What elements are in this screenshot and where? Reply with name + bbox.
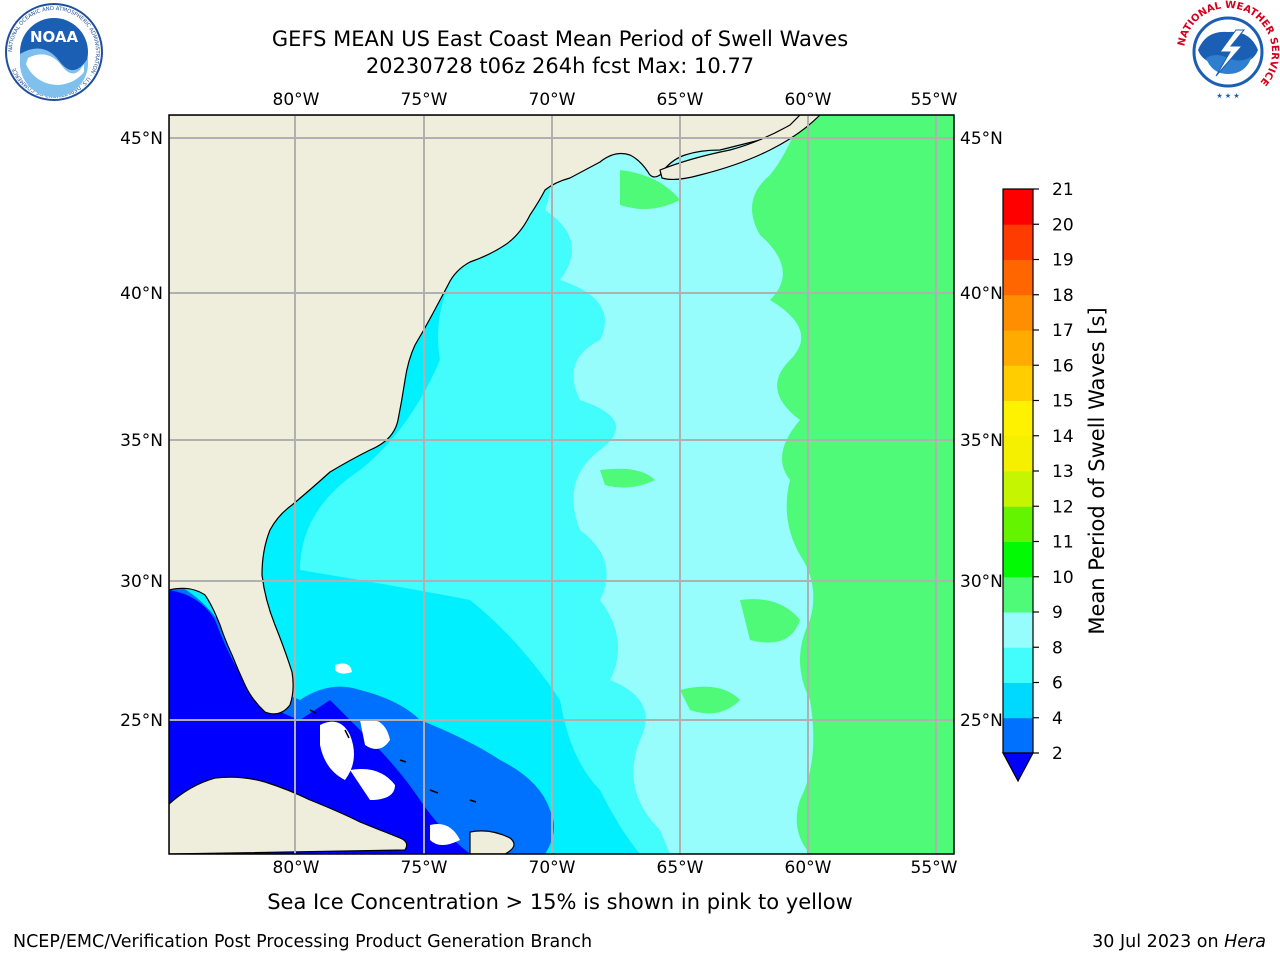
lat-label-left: 35°N [120,431,163,451]
map-title: GEFS MEAN US East Coast Mean Period of S… [271,27,849,51]
footer-date-text: 30 Jul 2023 on [1092,932,1225,952]
colorbar-tick-label: 12 [1052,497,1074,517]
land-north-america [169,115,801,715]
colorbar-swatch [1003,435,1033,472]
colorbar-tick-label: 10 [1052,568,1074,588]
colorbar-tick-label: 15 [1052,392,1074,412]
colorbar-tick-label: 9 [1052,603,1063,623]
land-bahamas [309,709,477,803]
colorbar-swatches [1003,189,1033,754]
no-data-area [320,663,460,845]
colorbar-label: Mean Period of Swell Waves [s] [1085,307,1109,635]
land-hispaniola [469,830,515,854]
lon-label-bottom: 60°W [785,858,832,878]
colorbar-tick-label: 18 [1052,286,1074,306]
lon-label-bottom: 80°W [273,858,320,878]
colorbar-swatch [1003,294,1033,331]
colorbar-swatch [1003,259,1033,296]
footer-date: 30 Jul 2023 on Hera [1092,932,1266,952]
land-cuba [169,776,408,854]
colorbar-swatch [1003,612,1033,648]
colorbar-swatch [1003,541,1033,578]
noaa-logo: NATIONAL OCEANIC AND ATMOSPHERIC ADMINIS… [5,3,103,101]
lat-label-right: 30°N [960,572,1003,592]
colorbar-tick-label: 20 [1052,215,1074,235]
lat-label-right: 45°N [960,129,1003,149]
colorbar-tick-label: 16 [1052,356,1074,376]
lat-label-left: 25°N [120,711,163,731]
map-subtitle: 20230728 t06z 264h fcst Max: 10.77 [365,54,755,78]
colorbar-tick-label: 19 [1052,251,1074,271]
colorbar-tick-label: 21 [1052,180,1074,200]
footer-host: Hera [1224,932,1266,952]
lat-label-left: 30°N [120,572,163,592]
lat-label-right: 25°N [960,711,1003,731]
lat-label-right: 40°N [960,284,1003,304]
colorbar-tick-label: 2 [1052,744,1063,764]
map-area [169,115,954,854]
colorbar-swatch [1003,400,1033,437]
colorbar-swatch [1003,506,1033,542]
colorbar-swatch [1003,189,1033,225]
lon-label-bottom: 65°W [657,858,704,878]
colorbar-tick-label: 11 [1052,533,1074,553]
colorbar: 21 20 19 18 17 16 15 14 13 12 11 10 9 8 6 4 2 [1001,180,1074,783]
colorbar-swatch [1003,330,1033,366]
colorbar-tick-label: 14 [1052,427,1074,447]
colorbar-tick-label: 17 [1052,321,1074,341]
lat-label-left: 40°N [120,284,163,304]
colorbar-swatch [1003,682,1033,719]
land-nova-scotia [659,115,821,181]
lon-label-top: 55°W [911,90,958,110]
map-gridlines [169,115,954,854]
sea-ice-note: Sea Ice Concentration > 15% is shown in … [267,890,853,914]
colorbar-under-triangle [1001,752,1035,783]
lon-label-top: 60°W [785,90,832,110]
footer-credit: NCEP/EMC/Verification Post Processing Pr… [13,932,593,952]
lat-label-right: 35°N [960,431,1003,451]
colorbar-ticks: 21 20 19 18 17 16 15 14 13 12 11 10 9 8 6 4 2 [1033,180,1074,764]
lon-label-bottom: 55°W [911,858,958,878]
lon-label-top: 75°W [401,90,448,110]
svg-text:★ ★ ★: ★ ★ ★ [1216,92,1239,100]
lon-label-top: 65°W [657,90,704,110]
colorbar-swatch [1003,717,1033,754]
colorbar-swatch [1003,576,1033,613]
lon-label-top: 80°W [273,90,320,110]
map-frame [168,114,955,855]
colorbar-swatch [1003,224,1033,260]
colorbar-tick-label: 6 [1052,674,1063,694]
colorbar-tick-label: 4 [1052,709,1063,729]
noaa-wordmark: NOAA [30,28,79,46]
nws-logo: NATIONAL WEATHER SERVICE ★ ★ ★ [1176,0,1280,102]
lon-label-top: 70°W [529,90,576,110]
colorbar-tick-label: 8 [1052,638,1063,658]
lat-label-left: 45°N [120,129,163,149]
colorbar-swatch [1003,647,1033,683]
colorbar-tick-label: 13 [1052,462,1074,482]
lon-label-bottom: 75°W [401,858,448,878]
colorbar-swatch [1003,471,1033,507]
colorbar-swatch [1003,365,1033,401]
lon-label-bottom: 70°W [529,858,576,878]
